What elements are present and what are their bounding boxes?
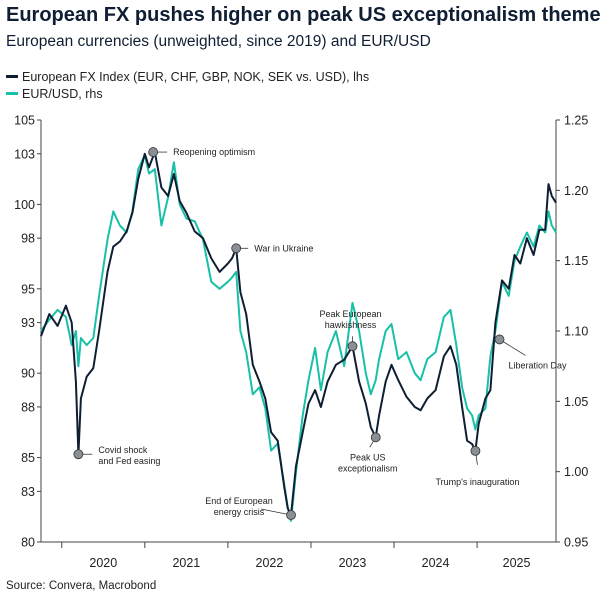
- y-right-tick-label: 1.20: [564, 184, 588, 198]
- annotation-label: hawkishness: [325, 320, 377, 330]
- annotation-label: War in Ukraine: [254, 243, 313, 253]
- x-tick-label: 2024: [422, 556, 450, 570]
- annotation-label: Peak US: [350, 452, 386, 462]
- legend-label-eurusd: EUR/USD, rhs: [22, 86, 103, 101]
- y-left-tick-label: 95: [21, 282, 35, 296]
- y-left-tick-label: 80: [21, 536, 35, 550]
- source-note: Source: Convera, Macrobond: [6, 580, 157, 592]
- x-tick-label: 2022: [256, 556, 284, 570]
- annotation-marker: [494, 334, 505, 345]
- chart-title: European FX pushes higher on peak US exc…: [6, 4, 601, 26]
- series-line-fx-index: [40, 151, 557, 516]
- annotation-marker: [370, 432, 381, 443]
- y-left-tick-label: 83: [21, 485, 35, 499]
- y-right-tick-label: 0.95: [564, 536, 588, 550]
- annotation-label: End of European: [205, 496, 273, 506]
- legend-swatch-eurusd: [6, 92, 18, 95]
- y-right-tick-label: 1.10: [564, 325, 588, 339]
- y-left-tick-label: 90: [21, 367, 35, 381]
- annotation-label: Reopening optimism: [173, 147, 255, 157]
- y-left-tick-label: 103: [14, 147, 35, 161]
- y-right-tick-label: 1.05: [564, 395, 588, 409]
- x-tick-label: 2025: [503, 556, 531, 570]
- legend-item-fx-index: European FX Index (EUR, CHF, GBP, NOK, S…: [6, 68, 369, 85]
- annotation-marker: [73, 449, 84, 460]
- y-right-tick-label: 1.25: [564, 114, 588, 128]
- y-left-tick-label: 93: [21, 316, 35, 330]
- annotation-label: energy crisis: [214, 507, 265, 517]
- y-right-tick-label: 1.15: [564, 254, 588, 268]
- legend-swatch-fx-index: [6, 75, 18, 78]
- annotation-label: exceptionalism: [338, 463, 398, 473]
- legend-label-fx-index: European FX Index (EUR, CHF, GBP, NOK, S…: [22, 69, 370, 84]
- annotation-label: Liberation Day: [508, 360, 567, 370]
- x-tick-label: 2020: [89, 556, 117, 570]
- legend-item-eurusd: EUR/USD, rhs: [6, 85, 369, 102]
- y-left-tick-label: 105: [14, 114, 35, 128]
- x-tick-label: 2021: [172, 556, 200, 570]
- chart-subtitle: European currencies (unweighted, since 2…: [6, 33, 431, 50]
- annotation-marker: [470, 445, 481, 456]
- y-left-tick-label: 88: [21, 400, 35, 414]
- y-left-tick-label: 98: [21, 232, 35, 246]
- annotation-leader: [499, 339, 526, 356]
- annotation-label: Covid shock: [98, 445, 148, 455]
- legend: European FX Index (EUR, CHF, GBP, NOK, S…: [6, 68, 369, 102]
- annotation-marker: [148, 147, 159, 157]
- annotation-label: Trump's inauguration: [435, 477, 519, 487]
- annotation-label: and Fed easing: [98, 456, 160, 466]
- annotation-marker: [231, 243, 242, 254]
- annotation-label: Peak European: [319, 309, 381, 319]
- annotation-marker: [347, 341, 358, 352]
- annotation-marker: [286, 510, 296, 520]
- y-right-tick-label: 1.00: [564, 465, 588, 479]
- y-left-tick-label: 100: [14, 198, 35, 212]
- y-left-tick-label: 85: [21, 451, 35, 465]
- x-tick-label: 2023: [339, 556, 367, 570]
- annotation-leader: [260, 508, 292, 516]
